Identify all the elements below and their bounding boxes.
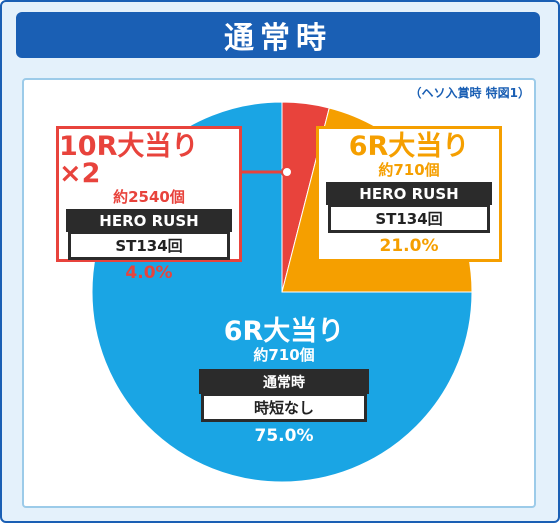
leader-dot (281, 166, 293, 178)
chart-note: （ヘソ入賞時 特図1） (409, 86, 530, 100)
slice-payout: 約2540個 (113, 188, 185, 206)
slice-mode: HERO RUSH (326, 182, 492, 205)
slice-payout: 約710個 (253, 346, 315, 364)
slice-percent: 75.0% (254, 426, 314, 446)
slice-detail: ST134回 (328, 204, 490, 233)
slice-mode: HERO RUSH (66, 209, 232, 232)
slice-label-6r-rush: 6R大当り 約710個 HERO RUSH ST134回 21.0% (316, 126, 502, 262)
slice-detail: 時短なし (201, 393, 367, 422)
slice-title: 6R大当り (348, 131, 470, 162)
slice-label-10r: 10R大当り×2 約2540個 HERO RUSH ST134回 4.0% (56, 126, 242, 282)
slice-title: 10R大当り×2 (59, 131, 199, 189)
slice-detail: ST134回 (68, 231, 230, 260)
slice-label-6r-normal: 6R大当り 約710個 通常時 時短なし 75.0% (194, 318, 374, 445)
slice-percent: 21.0% (379, 236, 439, 256)
slice-title: 6R大当り (223, 316, 345, 347)
slice-payout: 約710個 (378, 161, 440, 179)
slice-mode: 通常時 (199, 369, 369, 394)
page-title: 通常時 (16, 12, 540, 58)
slice-percent: 4.0% (125, 263, 173, 283)
